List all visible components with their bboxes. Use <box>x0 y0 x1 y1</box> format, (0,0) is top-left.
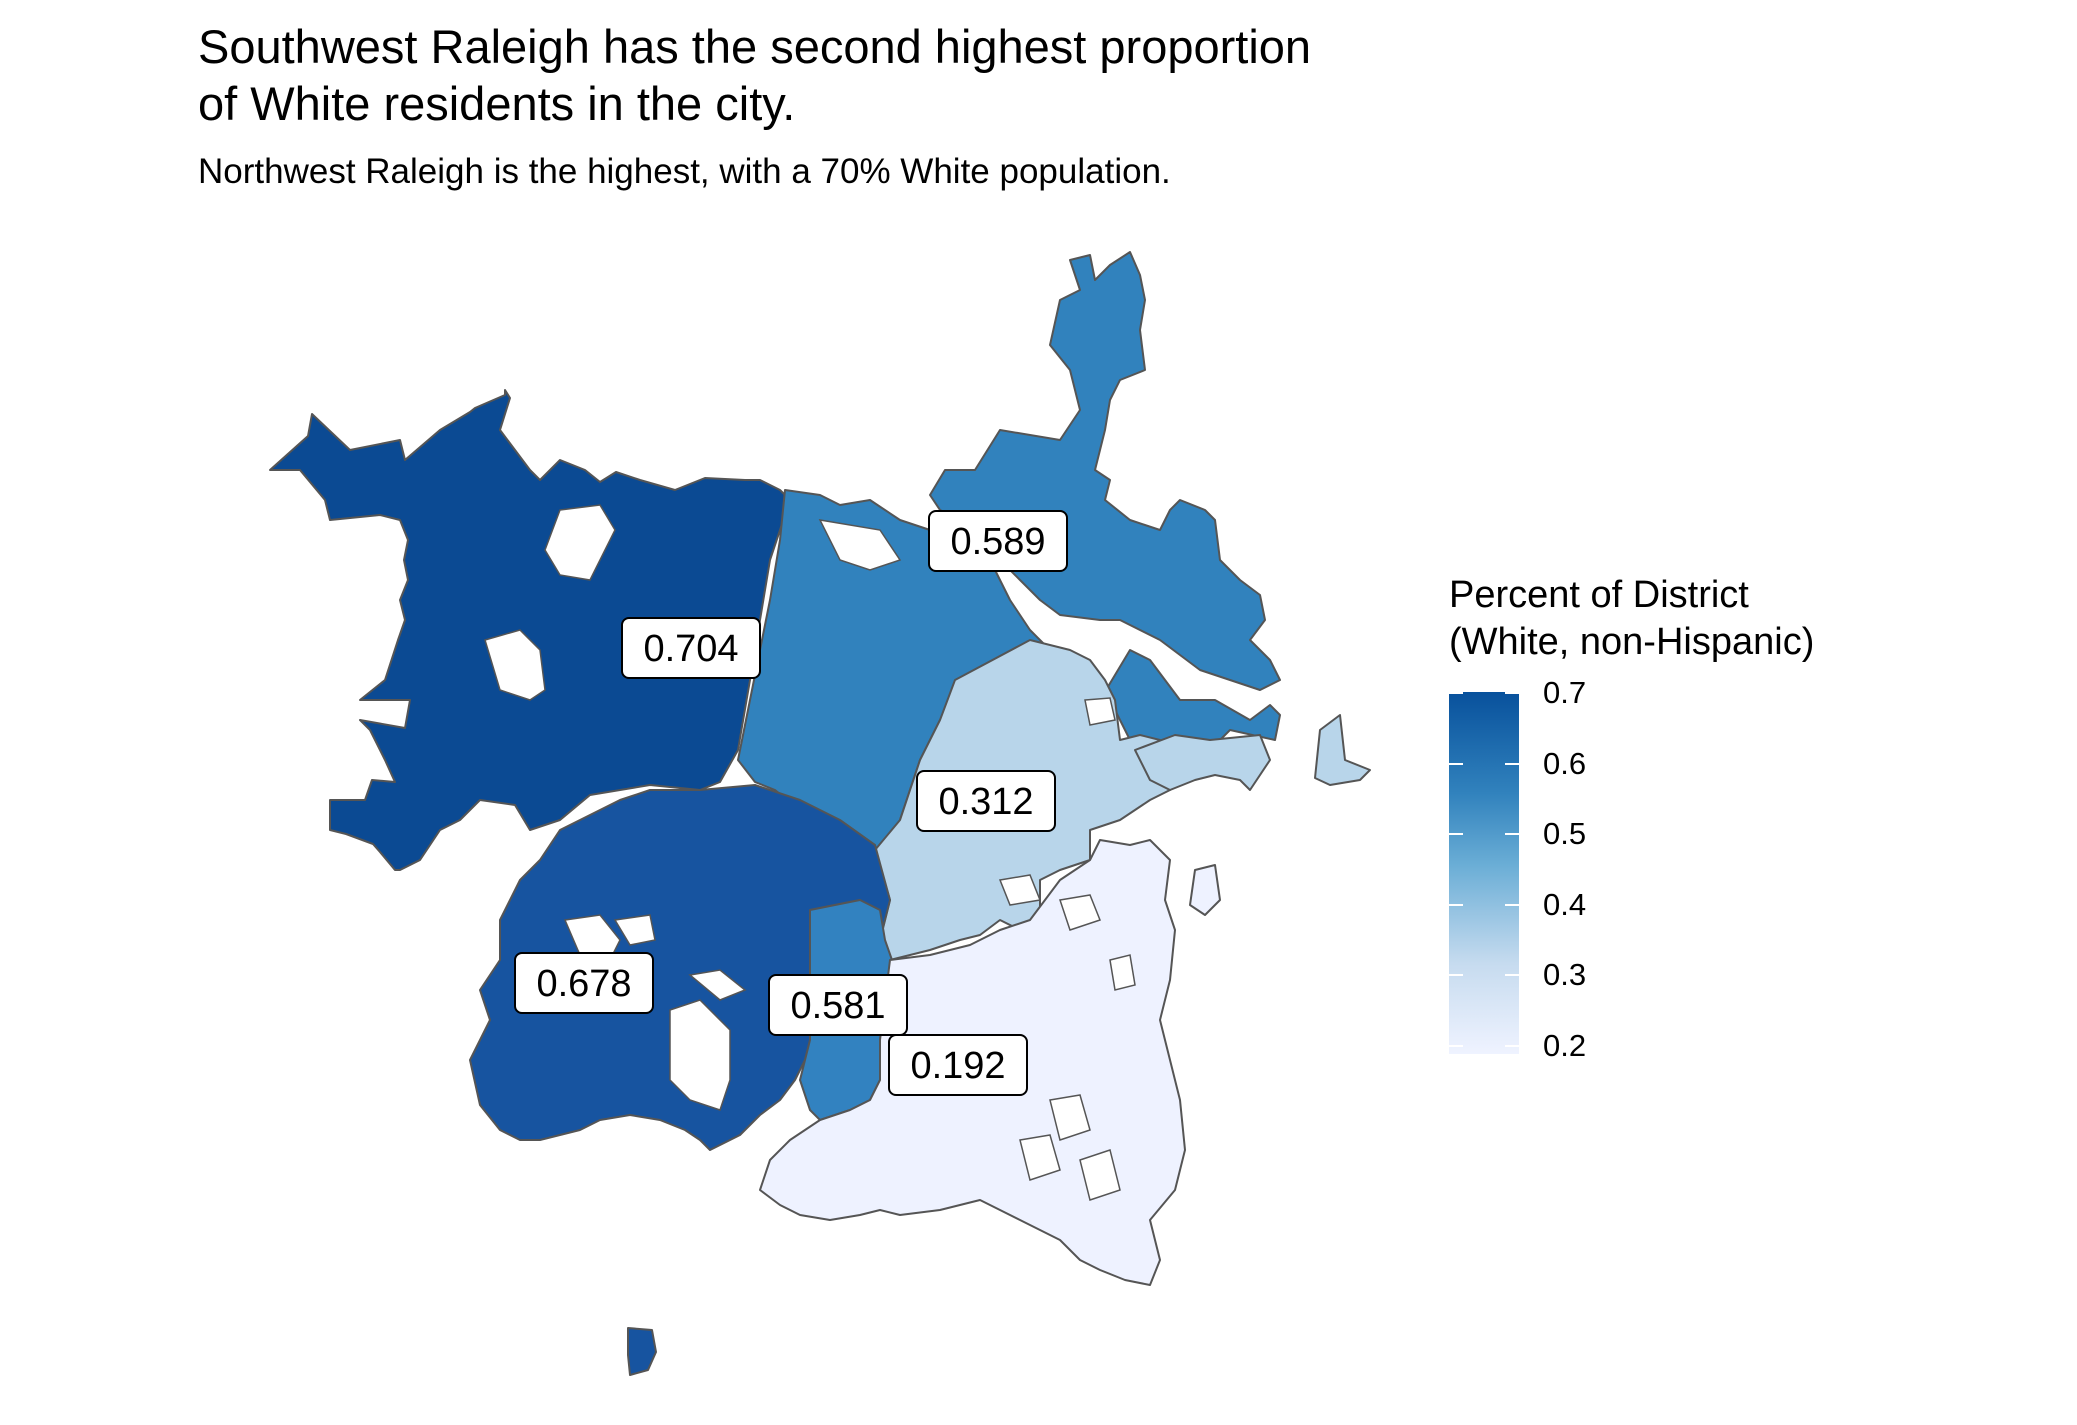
legend-tick-mark <box>1505 903 1519 906</box>
district-west <box>469 784 891 1151</box>
legend-tick-label: 0.6 <box>1543 745 1587 781</box>
title-line-1: Southwest Raleigh has the second highest… <box>198 20 1312 73</box>
legend-tick-mark <box>1449 1045 1463 1047</box>
legend-tick-mark <box>1449 692 1463 694</box>
legend-tick-mark <box>1505 762 1519 765</box>
district-value-label: 0.678 <box>514 952 654 1014</box>
label-box <box>514 952 654 1014</box>
map-gap <box>1109 954 1136 991</box>
district-southeast-islet <box>1189 864 1221 916</box>
map-gap <box>544 504 616 581</box>
legend-tick-mark <box>1505 833 1519 836</box>
map-gap <box>484 629 546 701</box>
district-northeast-arm <box>929 251 1281 691</box>
label-text: 0.589 <box>950 521 1045 563</box>
map-gap <box>1079 1149 1121 1201</box>
district-value-label: 0.581 <box>768 974 908 1036</box>
legend-tick-label: 0.4 <box>1543 886 1587 922</box>
legend-tick-mark <box>1449 833 1463 836</box>
legend-tick-label: 0.3 <box>1543 957 1587 993</box>
legend-tick-mark <box>1505 974 1519 977</box>
map-gap <box>1084 697 1116 726</box>
legend-tick-label: 0.2 <box>1543 1028 1587 1063</box>
legend-tick-mark <box>1505 1045 1519 1047</box>
map-subtitle: Northwest Raleigh is the highest, with a… <box>198 152 1171 191</box>
map-title: Southwest Raleigh has the second highest… <box>198 18 1311 132</box>
district-value-label: 0.589 <box>928 510 1068 572</box>
map-gap <box>1049 1094 1091 1141</box>
map-gap <box>563 914 621 961</box>
district-central-patch <box>1134 734 1271 791</box>
label-box <box>621 617 761 679</box>
title-line-2: of White residents in the city. <box>198 77 796 130</box>
label-text: 0.678 <box>536 963 631 1005</box>
district-value-label: 0.192 <box>888 1034 1028 1096</box>
label-box <box>916 770 1056 832</box>
legend-tick-mark <box>1449 762 1463 765</box>
legend-title-line-1: Percent of District <box>1449 574 1749 616</box>
label-text: 0.581 <box>790 985 885 1027</box>
legend-tick-label: 0.7 <box>1543 675 1587 710</box>
legend-color-bar <box>1449 692 1519 1054</box>
legend-title-line-2: (White, non-Hispanic) <box>1449 621 1815 663</box>
district-labels: 0.704 0.589 0.312 0.678 0.581 0.192 <box>514 510 1068 1096</box>
label-box <box>888 1034 1028 1096</box>
legend-title: Percent of District (White, non-Hispanic… <box>1449 572 1814 666</box>
district-west-exclave <box>627 1327 657 1376</box>
label-text: 0.312 <box>938 781 1033 823</box>
map-gap <box>818 519 902 571</box>
map-gap <box>998 874 1042 906</box>
district-value-label: 0.312 <box>916 770 1056 832</box>
legend-tick-label: 0.5 <box>1543 816 1587 852</box>
map-gap <box>613 914 656 946</box>
map-gap <box>669 999 731 1111</box>
label-text: 0.192 <box>910 1045 1005 1087</box>
map-gap <box>1019 1134 1061 1181</box>
label-box <box>768 974 908 1036</box>
district-value-label: 0.704 <box>621 617 761 679</box>
legend-tick-mark <box>1505 692 1519 694</box>
legend-tick-mark <box>1449 903 1463 906</box>
district-northwest <box>269 389 791 871</box>
map-gap <box>688 969 747 1001</box>
district-central-islet <box>1314 714 1371 786</box>
legend-tick-mark <box>1449 974 1463 977</box>
map-gap <box>1059 894 1101 931</box>
label-text: 0.704 <box>643 628 738 670</box>
label-box <box>928 510 1068 572</box>
